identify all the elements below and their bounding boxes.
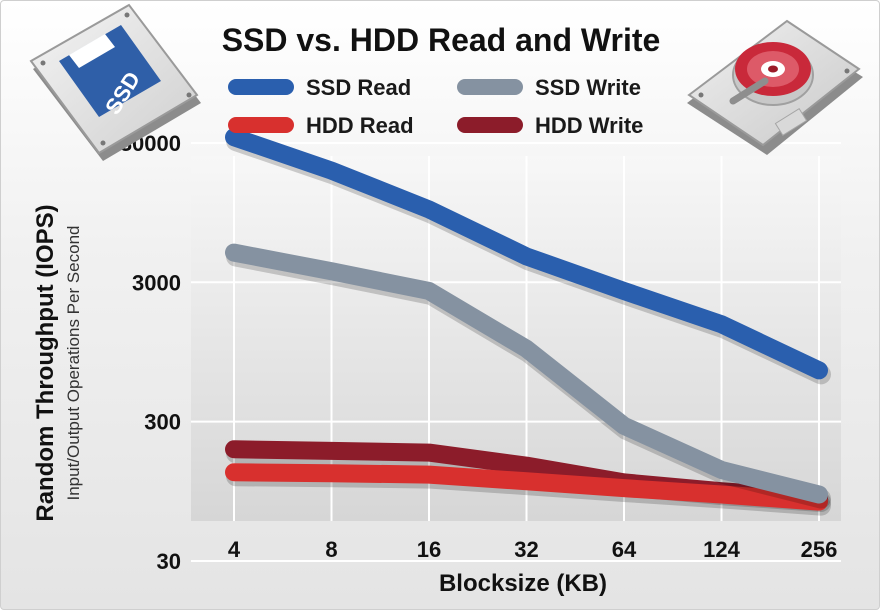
chart-title: SSD vs. HDD Read and Write: [222, 22, 661, 58]
y-tick-label: 30: [157, 549, 181, 574]
legend-label: HDD Write: [535, 113, 643, 138]
y-axis-subtitle: Input/Output Operations Per Second: [64, 225, 83, 500]
x-tick-label: 4: [228, 537, 241, 562]
y-axis-title: Random Throughput (IOPS): [32, 204, 59, 521]
x-tick-label: 64: [612, 537, 637, 562]
legend-label: SSD Read: [306, 75, 411, 100]
hdd-drive-illustration: [687, 19, 863, 155]
x-tick-labels: 4 8 16 32 64 124 256: [228, 537, 837, 562]
legend-label: SSD Write: [535, 75, 641, 100]
series-line-ssd-read: [225, 128, 828, 380]
series-lines: [225, 128, 831, 516]
x-tick-label: 256: [801, 537, 838, 562]
x-tick-label: 8: [325, 537, 337, 562]
legend-label: HDD Read: [306, 113, 414, 138]
y-tick-label: 300: [144, 410, 181, 435]
legend: SSD Read SSD Write HDD Read HDD Write: [228, 75, 643, 138]
x-tick-label: 16: [417, 537, 441, 562]
x-tick-label: 124: [703, 537, 740, 562]
ssd-drive-illustration: SSD: [29, 3, 201, 161]
series-line-hdd-read: [225, 463, 828, 511]
series-line-ssd-write: [225, 243, 828, 504]
x-tick-label: 32: [514, 537, 538, 562]
x-axis-title: Blocksize (KB): [439, 570, 607, 597]
y-tick-label: 3000: [132, 270, 181, 295]
